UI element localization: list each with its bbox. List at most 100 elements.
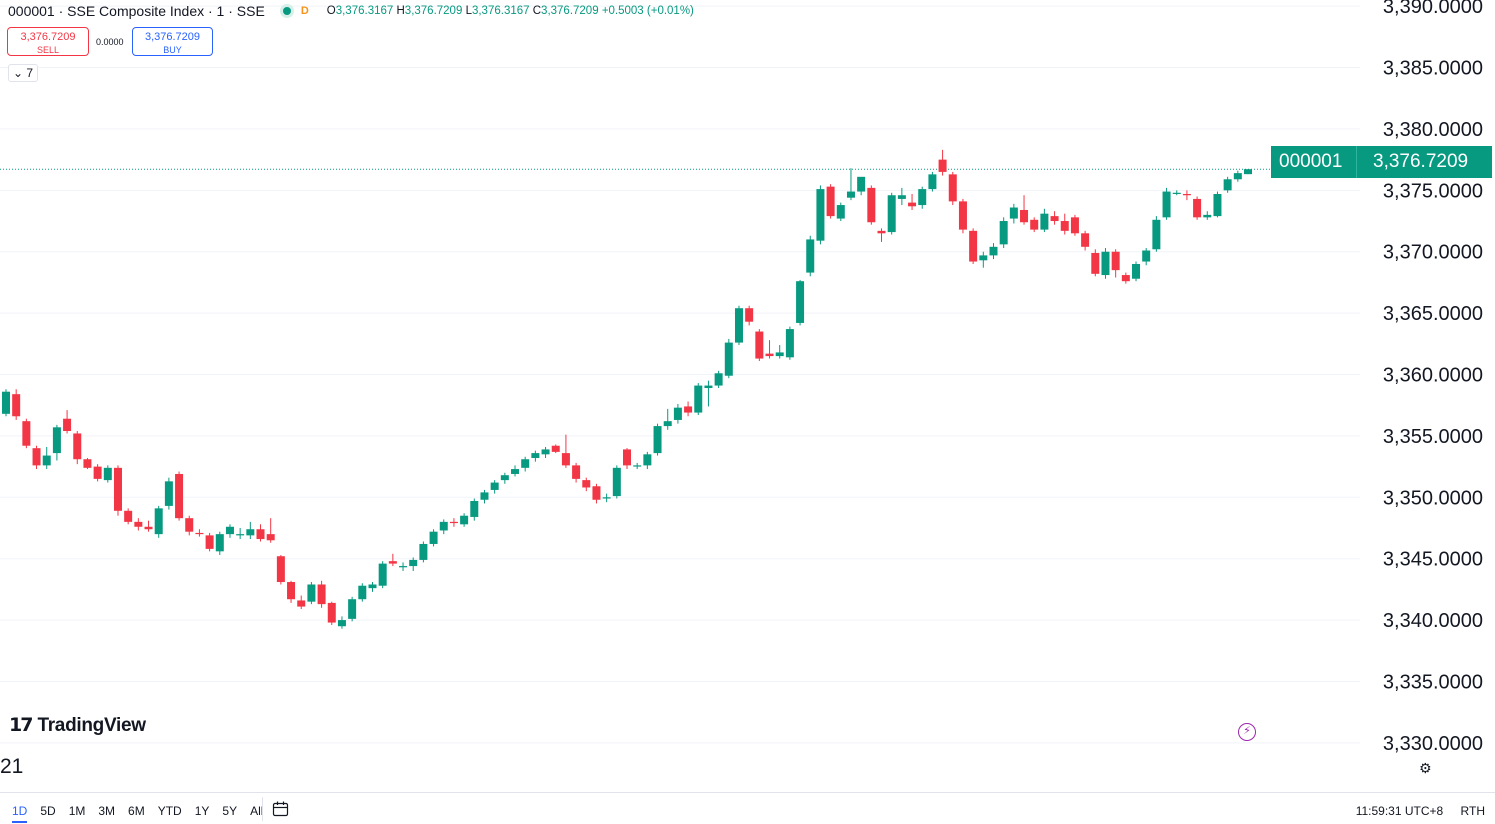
range-all[interactable]: All bbox=[250, 804, 264, 818]
candle-body bbox=[633, 465, 642, 467]
candle-body bbox=[1091, 252, 1100, 274]
range-1y[interactable]: 1Y bbox=[194, 804, 210, 818]
candle-body bbox=[938, 159, 947, 172]
candle-body bbox=[327, 602, 336, 623]
candle-body bbox=[164, 481, 173, 506]
candle-body bbox=[541, 449, 550, 455]
candle-body bbox=[144, 526, 153, 530]
candle bbox=[134, 518, 143, 531]
range-5y[interactable]: 5Y bbox=[222, 804, 238, 818]
candle bbox=[867, 185, 876, 225]
lightning-icon[interactable]: ⚡ bbox=[1238, 723, 1256, 741]
candle bbox=[124, 508, 133, 525]
chart-canvas[interactable]: 3,330.0000 3,335.0000 3,340.0000 3,345.0000… bbox=[0, 0, 1495, 792]
y-tick-label: 3,380.0000 bbox=[1383, 119, 1483, 141]
candle-body bbox=[1213, 194, 1222, 217]
candle bbox=[327, 601, 336, 626]
candle-body bbox=[276, 556, 285, 583]
range-selector: 1D 5D 1M 3M 6M YTD 1Y 5Y All bbox=[12, 804, 276, 823]
candle-body bbox=[653, 426, 662, 454]
candle-body bbox=[765, 353, 774, 357]
candle bbox=[643, 451, 652, 470]
gear-icon[interactable]: ⚙ bbox=[1419, 760, 1432, 776]
candle-body bbox=[551, 445, 560, 452]
candle-body bbox=[388, 561, 397, 564]
candle-body bbox=[918, 189, 927, 206]
candle bbox=[989, 243, 998, 260]
sell-price: 3,376.7209 bbox=[20, 31, 76, 43]
candle bbox=[1060, 213, 1069, 235]
candle bbox=[1213, 191, 1222, 218]
calendar-icon bbox=[272, 801, 289, 817]
candle bbox=[948, 171, 957, 206]
candle bbox=[439, 519, 448, 535]
candle-body bbox=[1101, 251, 1110, 276]
candle-body bbox=[643, 454, 652, 466]
candle bbox=[755, 329, 764, 362]
candle bbox=[409, 557, 418, 571]
candle bbox=[775, 345, 784, 359]
candle bbox=[541, 446, 550, 459]
candle bbox=[724, 338, 733, 379]
candle-body bbox=[1223, 179, 1232, 191]
candle-body bbox=[816, 189, 825, 241]
candle-body bbox=[399, 566, 408, 568]
session-toggle[interactable]: RTH bbox=[1460, 804, 1485, 818]
y-tick-label: 3,360.0000 bbox=[1383, 365, 1483, 387]
candle-body bbox=[1040, 213, 1049, 230]
candle bbox=[836, 202, 845, 222]
range-1d[interactable]: 1D bbox=[12, 804, 28, 823]
candle-body bbox=[266, 534, 275, 541]
range-5d[interactable]: 5D bbox=[40, 804, 56, 818]
tradingview-logo-icon: 𝟭𝟳 bbox=[9, 715, 33, 736]
candle-body bbox=[897, 195, 906, 199]
candle-body bbox=[83, 459, 92, 468]
y-tick-label: 3,340.0000 bbox=[1383, 610, 1483, 632]
symbol-title[interactable]: 000001 · SSE Composite Index · 1 · SSE bbox=[8, 3, 265, 19]
date-range-button[interactable] bbox=[262, 797, 295, 821]
buy-button[interactable]: 3,376.7209 BUY bbox=[132, 27, 213, 56]
y-tick-label: 3,330.0000 bbox=[1383, 733, 1483, 755]
candle bbox=[612, 465, 621, 499]
data-badge[interactable]: D bbox=[300, 5, 309, 17]
candle-body bbox=[1233, 173, 1242, 180]
candle bbox=[480, 489, 489, 504]
indicators-toggle[interactable]: ⌄ 7 bbox=[8, 64, 38, 82]
candle bbox=[1142, 248, 1151, 266]
candle bbox=[215, 531, 224, 556]
candle-body bbox=[317, 584, 326, 605]
open-label: O bbox=[326, 5, 336, 17]
candle-body bbox=[1193, 198, 1202, 218]
y-tick-label: 3,350.0000 bbox=[1383, 487, 1483, 509]
sell-button[interactable]: 3,376.7209 SELL bbox=[7, 27, 89, 56]
candle bbox=[93, 464, 102, 482]
range-ytd[interactable]: YTD bbox=[157, 804, 182, 818]
candle-body bbox=[1203, 214, 1212, 218]
candle bbox=[337, 616, 346, 629]
y-tick-label: 3,345.0000 bbox=[1383, 549, 1483, 571]
y-tick-label: 3,335.0000 bbox=[1383, 671, 1483, 693]
candle bbox=[470, 498, 479, 521]
candle bbox=[1223, 176, 1232, 193]
change-value: +0.5003 (+0.01%) bbox=[601, 5, 694, 17]
candle-body bbox=[134, 521, 143, 527]
y-tick-label: 3,385.0000 bbox=[1383, 58, 1483, 80]
clock[interactable]: 11:59:31 UTC+8 bbox=[1355, 804, 1444, 818]
candle-body bbox=[1142, 250, 1151, 262]
candle-body bbox=[969, 230, 978, 262]
candle-body bbox=[256, 529, 265, 540]
range-3m[interactable]: 3M bbox=[98, 804, 116, 818]
candle-body bbox=[908, 202, 917, 207]
candle bbox=[582, 477, 591, 492]
candle-body bbox=[826, 186, 835, 217]
candle bbox=[185, 515, 194, 536]
candle-body bbox=[215, 534, 224, 552]
range-1m[interactable]: 1M bbox=[68, 804, 86, 818]
range-6m[interactable]: 6M bbox=[128, 804, 145, 818]
candle bbox=[1193, 196, 1202, 220]
candle-body bbox=[1121, 275, 1130, 282]
candle-body bbox=[684, 406, 693, 413]
tradingview-logo[interactable]: 𝟭𝟳 TradingView bbox=[9, 714, 146, 737]
candle bbox=[276, 555, 285, 585]
candle-body bbox=[124, 510, 133, 522]
